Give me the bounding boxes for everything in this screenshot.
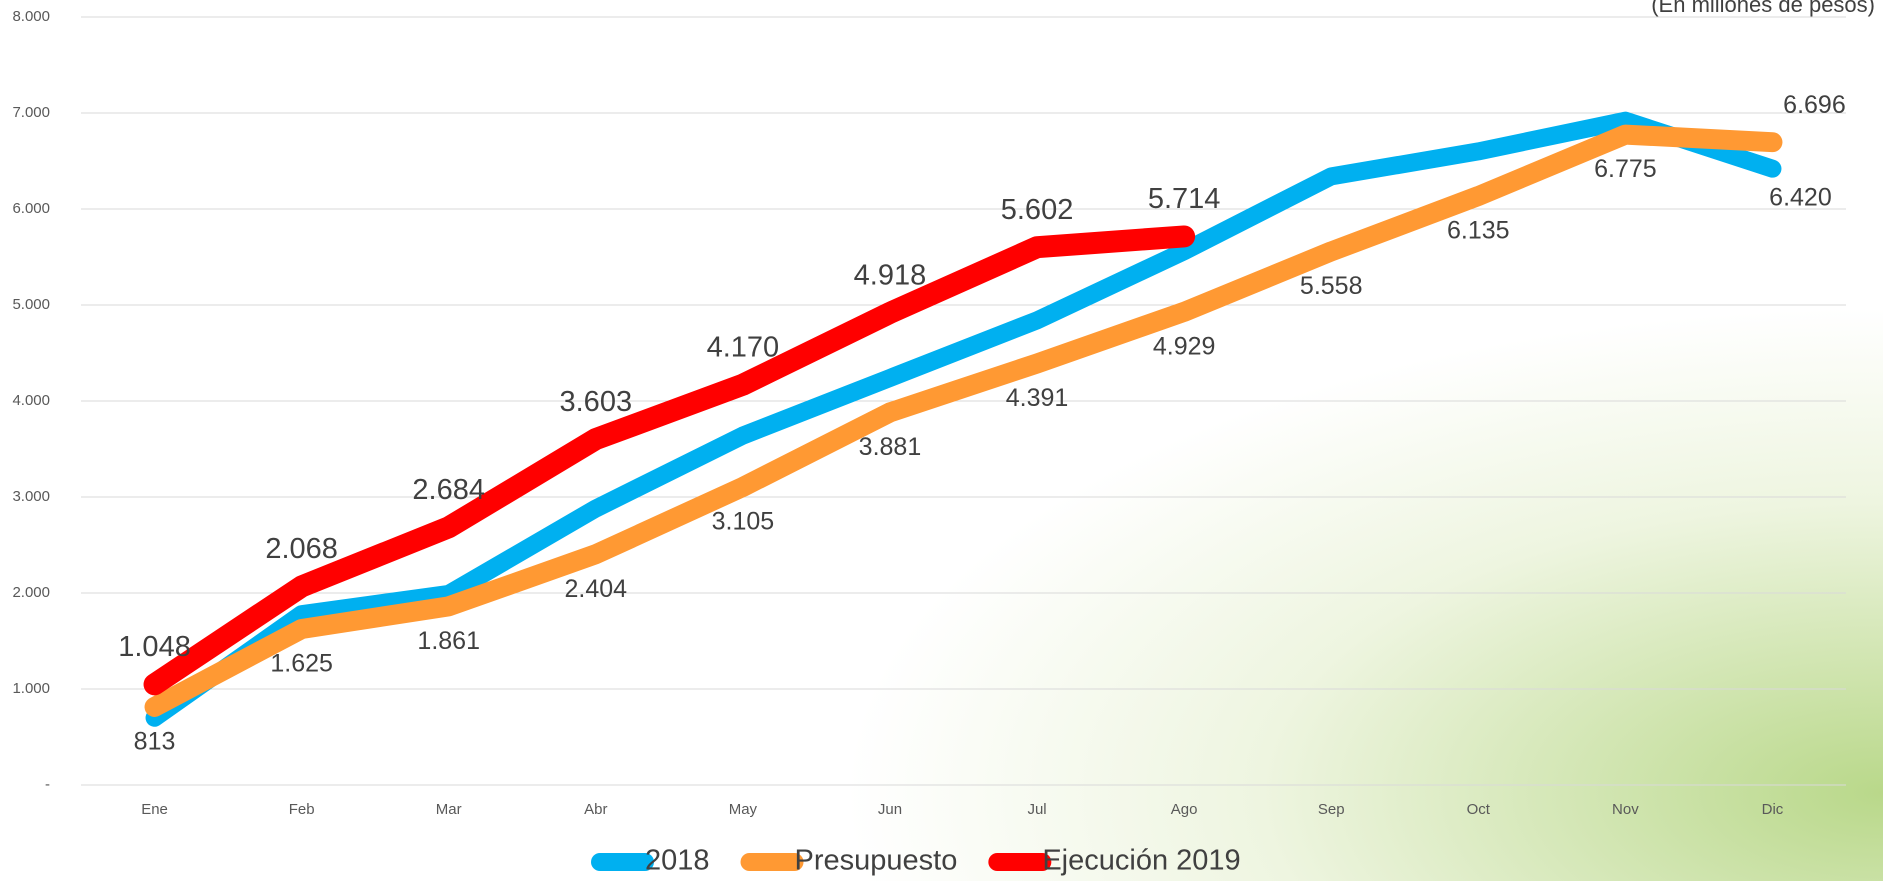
data-label: 4.391 [1006,384,1069,412]
data-label: 3.603 [560,386,633,418]
x-tick-label: Abr [584,801,607,818]
x-tick-label: Sep [1318,801,1345,818]
subtitle: (En millones de pesos) [1651,0,1875,17]
y-tick-label: 2.000 [12,584,50,601]
data-label: 5.714 [1148,183,1221,215]
data-label: 3.881 [859,433,922,461]
y-tick-label: 8.000 [12,8,50,25]
legend-label: 2018 [645,845,710,877]
legend-label: Presupuesto [795,845,958,877]
data-label: 5.602 [1001,194,1074,226]
data-label: 4.929 [1153,332,1216,360]
data-label: 4.170 [707,331,780,363]
x-tick-label: Nov [1612,801,1639,818]
data-label: 1.048 [118,631,191,663]
data-label: 2.404 [565,575,628,603]
x-tick-label: Oct [1467,801,1491,818]
x-tick-label: May [729,801,758,818]
y-tick-label: 1.000 [12,680,50,697]
data-label: 813 [134,728,176,756]
data-label: 6.696 [1783,91,1846,119]
data-label: 6.775 [1594,155,1657,183]
data-label: 5.558 [1300,272,1363,300]
data-label: 6.420 [1769,183,1832,211]
series-line [145,111,1782,727]
x-tick-label: Ene [141,801,168,818]
legend-label: Ejecución 2019 [1042,845,1240,877]
x-tick-label: Dic [1762,801,1784,818]
y-tick-label: 7.000 [12,104,50,121]
y-tick-label: 5.000 [12,296,50,313]
data-label: 1.861 [417,627,480,655]
data-label: 6.135 [1447,217,1510,245]
data-label: 2.068 [265,533,338,565]
series-line [143,225,1196,696]
y-tick-label: 4.000 [12,392,50,409]
x-tick-label: Jun [878,801,902,818]
y-tick-label: 3.000 [12,488,50,505]
x-tick-label: Ago [1171,801,1198,818]
data-label: 3.105 [712,508,775,536]
y-tick-label: 6.000 [12,200,50,217]
data-label: 2.684 [412,474,485,506]
y-tick-label: - [45,776,50,793]
x-tick-label: Feb [289,801,315,818]
x-tick-label: Mar [436,801,462,818]
data-label: 1.625 [270,650,333,678]
series-line [144,124,1783,717]
data-label: 4.918 [854,260,927,292]
x-tick-label: Jul [1027,801,1046,818]
